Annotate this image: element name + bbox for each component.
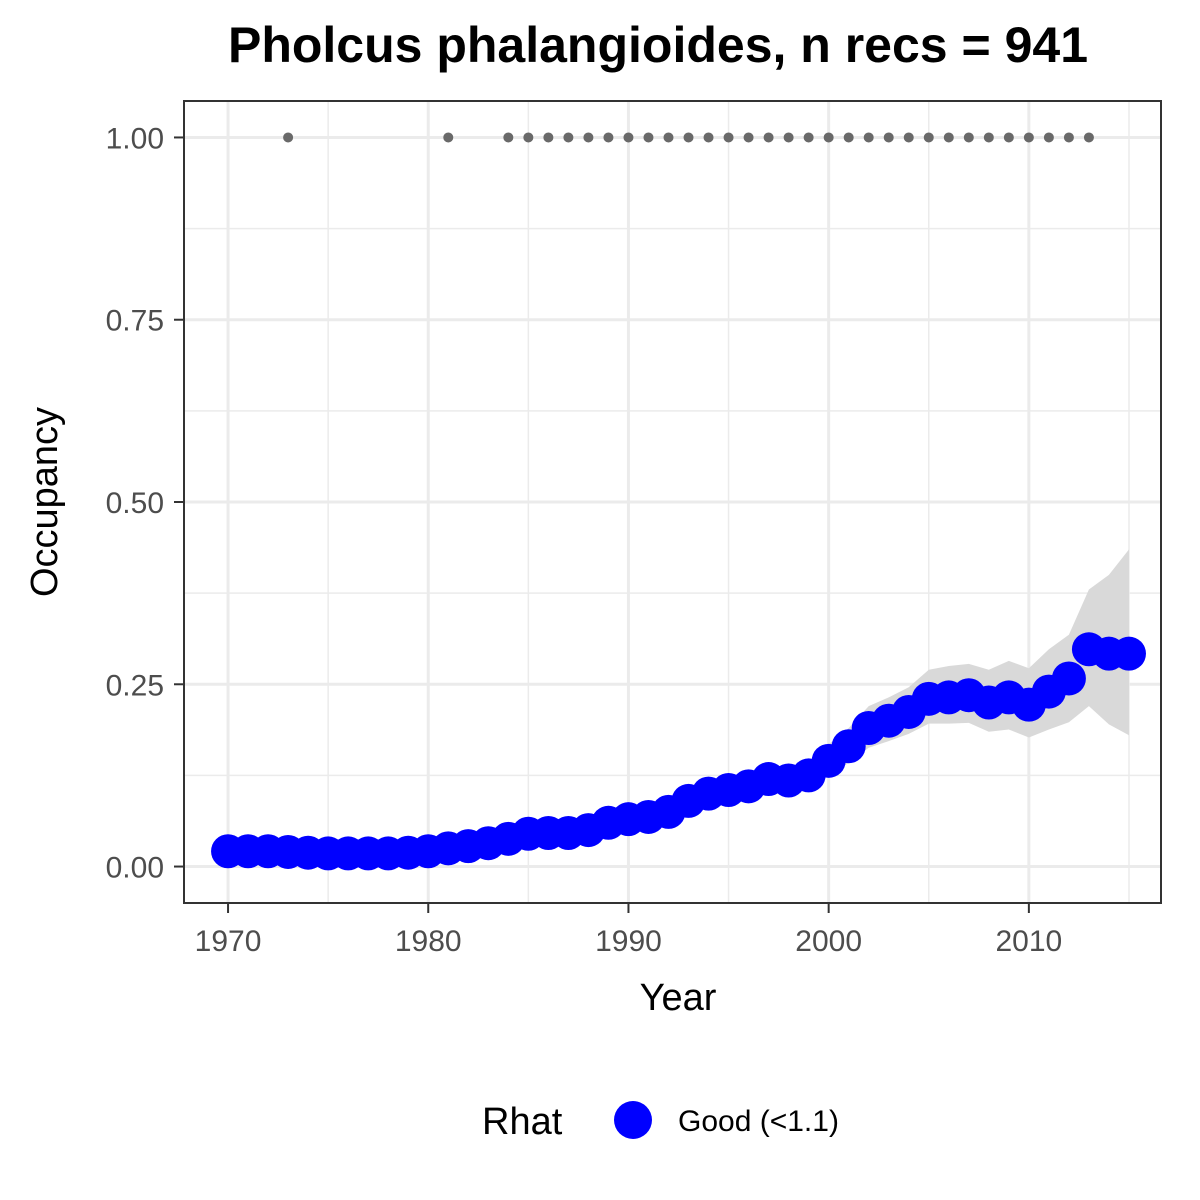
record-dot <box>803 132 814 143</box>
record-dot <box>1023 132 1034 143</box>
x-tick-label: 2010 <box>995 925 1062 958</box>
record-dot <box>603 132 614 143</box>
record-dot <box>723 132 734 143</box>
record-dot <box>1003 132 1014 143</box>
record-dot <box>923 132 934 143</box>
x-tick-label: 2000 <box>795 925 862 958</box>
record-dot <box>823 132 834 143</box>
x-tick-label: 1990 <box>595 925 662 958</box>
record-dot <box>963 132 974 143</box>
legend-key-point <box>614 1101 652 1139</box>
record-dot <box>943 132 954 143</box>
record-dot <box>543 132 554 143</box>
record-dot <box>443 132 454 143</box>
y-tick-label: 0.75 <box>106 305 164 338</box>
x-tick-label: 1980 <box>395 925 462 958</box>
y-tick-label: 0.25 <box>106 669 164 702</box>
y-tick-label: 0.00 <box>106 852 164 885</box>
record-dot <box>663 132 674 143</box>
occupancy-points <box>211 632 1146 871</box>
record-dot <box>983 132 994 143</box>
record-dot <box>743 132 754 143</box>
y-tick-label: 0.50 <box>106 487 164 520</box>
record-dot <box>643 132 654 143</box>
y-axis: 0.00 0.25 0.50 0.75 1.00 <box>106 122 184 885</box>
major-gridlines <box>184 101 1161 903</box>
record-dot <box>843 132 854 143</box>
legend-label: Good (<1.1) <box>678 1105 839 1138</box>
record-dot <box>783 132 794 143</box>
record-dot <box>1083 132 1094 143</box>
x-tick-label: 1970 <box>195 925 262 958</box>
occupancy-point <box>1051 661 1086 696</box>
legend: Rhat Good (<1.1) <box>482 1101 839 1143</box>
record-dot <box>903 132 914 143</box>
record-dot <box>1063 132 1074 143</box>
record-year-dots <box>283 132 1094 143</box>
x-axis: 1970 1980 1990 2000 2010 <box>195 903 1062 958</box>
y-axis-title: Occupancy <box>24 407 66 597</box>
record-dot <box>623 132 634 143</box>
record-dot <box>523 132 534 143</box>
y-tick-label: 1.00 <box>106 122 164 155</box>
record-dot <box>283 132 294 143</box>
chart-title: Pholcus phalangioides, n recs = 941 <box>228 17 1088 73</box>
record-dot <box>583 132 594 143</box>
record-dot <box>503 132 514 143</box>
record-dot <box>563 132 574 143</box>
record-dot <box>1043 132 1054 143</box>
legend-title: Rhat <box>482 1101 563 1143</box>
x-axis-title: Year <box>640 977 717 1019</box>
record-dot <box>863 132 874 143</box>
record-dot <box>883 132 894 143</box>
record-dot <box>683 132 694 143</box>
occupancy-point <box>1111 636 1146 671</box>
plot-panel <box>183 100 1162 904</box>
record-dot <box>763 132 774 143</box>
record-dot <box>703 132 714 143</box>
